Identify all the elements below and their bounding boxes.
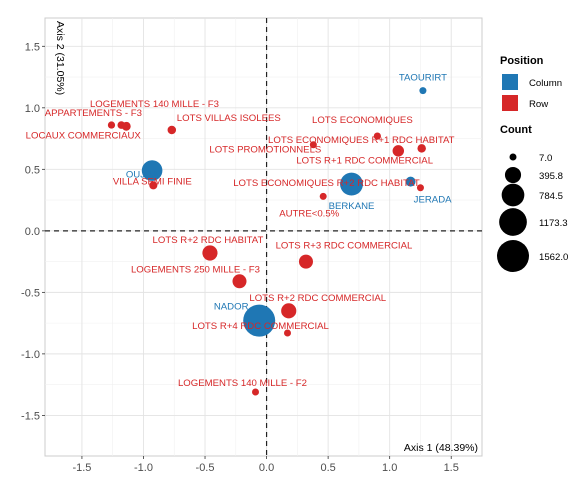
x-tick-label: 1.5 — [444, 462, 459, 474]
legend-entry-count: 784.5 — [539, 191, 563, 202]
point-label: OUJDA — [126, 170, 159, 181]
point-label: LOTS R+3 RDC COMMERCIAL — [276, 241, 413, 252]
point-label: AUTRE<0.5% — [279, 208, 339, 219]
point-label: LOCAUX COMMERCIAUX — [26, 130, 142, 141]
point-row — [392, 145, 405, 157]
point-label: NADOR — [214, 302, 249, 313]
y-tick-label: 0.5 — [25, 164, 40, 176]
legend: Position Column Row Count 7.0 395.8 784.5 1173.… — [497, 55, 568, 272]
point-label: TAOURIRT — [399, 73, 447, 84]
point-labels: TAOURIRT OUJDA BERKANE JERADA NADOR LOGEMENTS… — [26, 73, 455, 389]
point-column — [340, 172, 363, 196]
point-label: LOTS ECONOMIQUES — [312, 115, 413, 126]
point-label: LOTS ECONOMIQUES R+1 RDC HABITAT — [268, 135, 455, 146]
y-tick-label: -1.5 — [21, 410, 40, 422]
x-tick-label: 0.5 — [320, 462, 335, 474]
legend-size-key — [497, 240, 529, 272]
x-tick-label: -1.0 — [134, 462, 153, 474]
legend-entry-count: 1562.0 — [539, 252, 568, 263]
y-axis-label: Axis 2 (31.05%) — [54, 21, 66, 95]
point-label: LOGEMENTS 140 MILLE - F2 — [178, 378, 307, 389]
point-row — [107, 121, 116, 129]
point-label: LOTS ECONOMIQUES R+2 RDC HABITAT — [233, 178, 420, 189]
point-row — [417, 144, 426, 153]
x-tick-label: -1.5 — [72, 462, 91, 474]
point-label: APPARTEMENTS - F3 — [45, 108, 142, 119]
point-label: LOTS R+4 RDC COMMERCIAL — [192, 321, 329, 332]
point-label: BERKANE — [329, 201, 375, 212]
point-row — [284, 329, 292, 337]
legend-key-row — [502, 95, 518, 111]
point-row — [232, 274, 247, 289]
legend-entry-count: 395.8 — [539, 171, 563, 182]
legend-size-key — [499, 208, 527, 236]
legend-entry-count: 1173.3 — [539, 218, 568, 229]
data-points — [107, 87, 427, 396]
legend-size-key — [501, 183, 525, 207]
point-row — [121, 121, 131, 131]
point-row — [251, 388, 259, 396]
point-row — [416, 184, 424, 192]
point-label: LOTS R+1 RDC COMMERCIAL — [296, 155, 433, 166]
point-label: LOTS R+2 RDC HABITAT — [153, 235, 264, 246]
point-label: VILLA SEMI FINIE — [113, 176, 192, 187]
y-tick-label: -0.5 — [21, 287, 40, 299]
point-row — [202, 245, 218, 261]
tick-labels: -1.5 -1.0 -0.5 0.0 0.5 1.0 1.5 -1.5 -1.0 -0.5 0.0 0… — [21, 41, 459, 474]
x-tick-label: -0.5 — [196, 462, 215, 474]
point-label: LOGEMENTS 250 MILLE - F3 — [131, 264, 260, 275]
point-row — [167, 125, 177, 135]
point-label: LOTS VILLAS ISOLEES — [177, 113, 281, 124]
point-row — [298, 254, 313, 269]
legend-size-key — [509, 153, 517, 161]
reference-lines — [45, 18, 482, 456]
point-row — [149, 181, 158, 190]
point-column — [405, 176, 416, 187]
point-label: JERADA — [414, 195, 452, 206]
legend-title-count: Count — [500, 124, 532, 136]
point-row — [281, 303, 297, 319]
y-tick-label: 1.5 — [25, 41, 40, 53]
point-column — [419, 87, 427, 95]
y-tick-label: -1.0 — [21, 349, 40, 361]
legend-key-column — [502, 74, 518, 90]
legend-entry-position: Row — [529, 99, 548, 110]
x-tick-label: 1.0 — [382, 462, 397, 474]
point-label: LOTS R+2 RDC COMMERCIAL — [249, 293, 386, 304]
x-tick-label: 0.0 — [259, 462, 274, 474]
legend-entry-count: 7.0 — [539, 153, 552, 164]
point-column — [141, 160, 163, 181]
point-row — [319, 192, 327, 200]
y-tick-label: 1.0 — [25, 103, 40, 115]
point-row — [309, 141, 317, 149]
plot-panel — [44, 17, 483, 457]
legend-size-key — [504, 166, 522, 184]
point-label: LOGEMENTS 140 MILLE - F3 — [90, 99, 219, 110]
legend-entry-position: Column — [529, 78, 562, 89]
point-column — [243, 304, 276, 337]
y-tick-label: 0.0 — [25, 226, 40, 238]
point-row — [373, 132, 381, 140]
point-label: LOTS PROMOTIONNELS — [209, 145, 321, 156]
x-axis-label: Axis 1 (48.39%) — [404, 442, 478, 454]
legend-title-position: Position — [500, 55, 544, 67]
